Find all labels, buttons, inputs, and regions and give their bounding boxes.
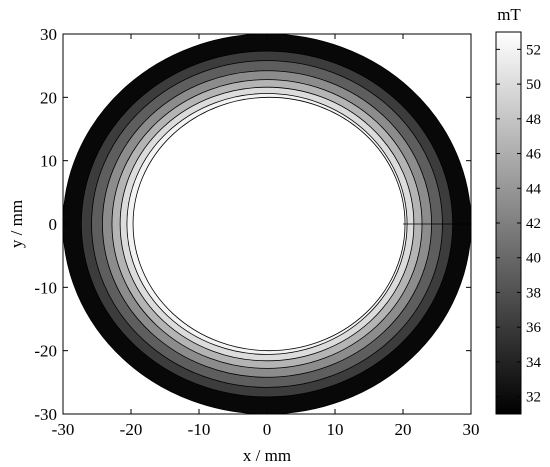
x-tick-label: -10	[188, 420, 211, 439]
x-axis-label: x / mm	[243, 446, 291, 465]
colorbar-tick-label: 32	[526, 390, 541, 406]
colorbar-tick-label: 50	[526, 77, 541, 93]
x-tick-label: 30	[463, 420, 480, 439]
y-tick-label: -20	[34, 342, 57, 361]
x-tick-label: 0	[263, 420, 272, 439]
x-tick-label: -20	[120, 420, 143, 439]
colorbar-tick-label: 38	[526, 285, 541, 301]
y-axis-label: y / mm	[7, 200, 26, 248]
y-tick-label: 20	[40, 88, 57, 107]
colorbar-tick-label: 44	[526, 181, 542, 197]
colorbar: 32 34 36 38 40 42 44 46 48 50 52	[495, 31, 542, 415]
x-tick-label: 20	[395, 420, 412, 439]
x-tick-label: -30	[52, 420, 75, 439]
y-tick-label: -10	[34, 278, 57, 297]
colorbar-tick-label: 52	[526, 42, 541, 58]
colorbar-tick-label: 34	[526, 355, 542, 371]
x-tick-label: 10	[327, 420, 344, 439]
inner-hole	[132, 96, 406, 352]
colorbar-unit-label: mT	[497, 5, 521, 24]
y-tick-label: 0	[49, 215, 58, 234]
colorbar-tick-label: 42	[526, 216, 541, 232]
plot-area: -30 -20 -10 0 10 20 30 -30 -20 -10 0 10 20 30	[34, 25, 479, 439]
y-tick-label: 30	[40, 25, 57, 44]
y-tick-label: -30	[34, 405, 57, 424]
colorbar-tick-label: 48	[526, 112, 541, 128]
y-tick-label: 10	[40, 152, 57, 171]
colorbar-tick-label: 46	[526, 147, 542, 163]
colorbar-tick-label: 36	[526, 320, 542, 336]
colorbar-tick-label: 40	[526, 251, 541, 267]
